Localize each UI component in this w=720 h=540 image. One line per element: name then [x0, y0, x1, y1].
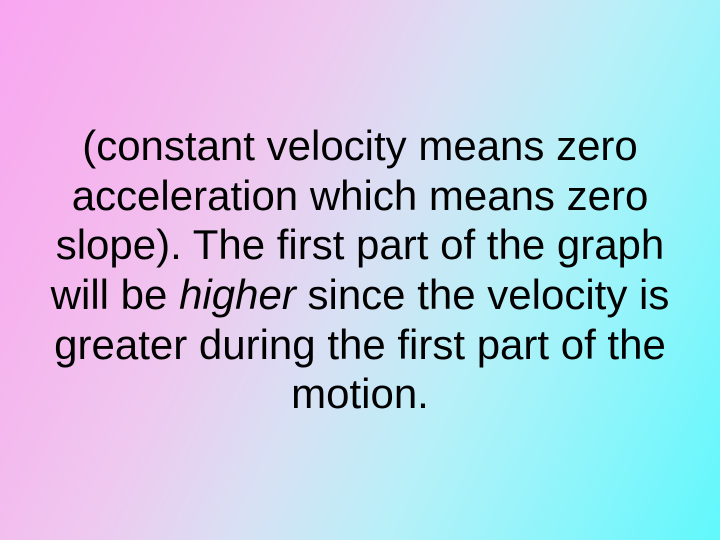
text-italic-word: higher: [179, 271, 296, 318]
slide-background: (constant velocity means zero accelerati…: [0, 0, 720, 540]
body-text: (constant velocity means zero accelerati…: [30, 121, 690, 418]
